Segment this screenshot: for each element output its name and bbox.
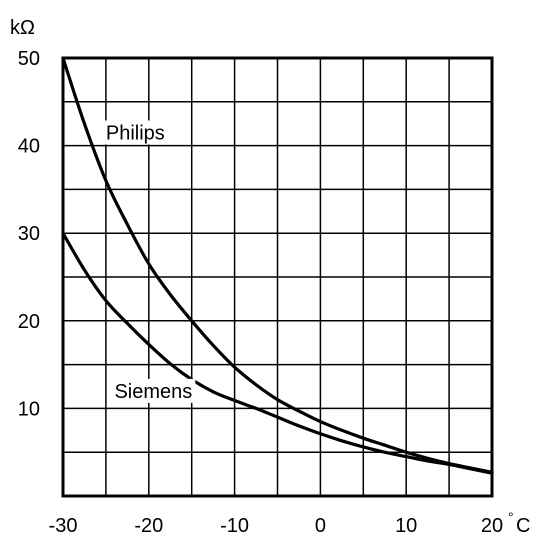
y-axis-unit: kΩ xyxy=(10,17,35,39)
series-line-philips xyxy=(61,56,494,474)
x-tick-label: 20 xyxy=(481,515,503,537)
plot-frame xyxy=(61,56,494,498)
tick-labels: -30 -20 -10 0 10 20 10 20 30 40 50 xyxy=(18,48,503,537)
x-tick-label: 10 xyxy=(395,515,417,537)
x-tick-label: -20 xyxy=(134,515,163,537)
series-label-background xyxy=(111,378,196,403)
series-lines xyxy=(61,56,494,475)
series-line-siemens xyxy=(61,231,494,475)
series-label-background xyxy=(102,120,168,145)
x-unit-letter: C xyxy=(516,515,530,537)
y-tick-label: 10 xyxy=(18,398,40,420)
x-axis-unit: ° C xyxy=(508,509,530,537)
series-label-philips: Philips xyxy=(106,122,165,144)
y-tick-label: 20 xyxy=(18,311,40,333)
y-tick-label: 40 xyxy=(18,136,40,158)
y-tick-label: 50 xyxy=(18,48,40,70)
x-tick-label: -30 xyxy=(49,515,78,537)
series-annotations: Philips Siemens xyxy=(102,120,196,403)
grid xyxy=(63,58,492,496)
x-tick-label: 0 xyxy=(315,515,326,537)
y-tick-label: 30 xyxy=(18,223,40,245)
x-tick-label: -10 xyxy=(220,515,249,537)
x-unit-degree: ° xyxy=(508,509,514,525)
series-label-siemens: Siemens xyxy=(114,381,192,403)
